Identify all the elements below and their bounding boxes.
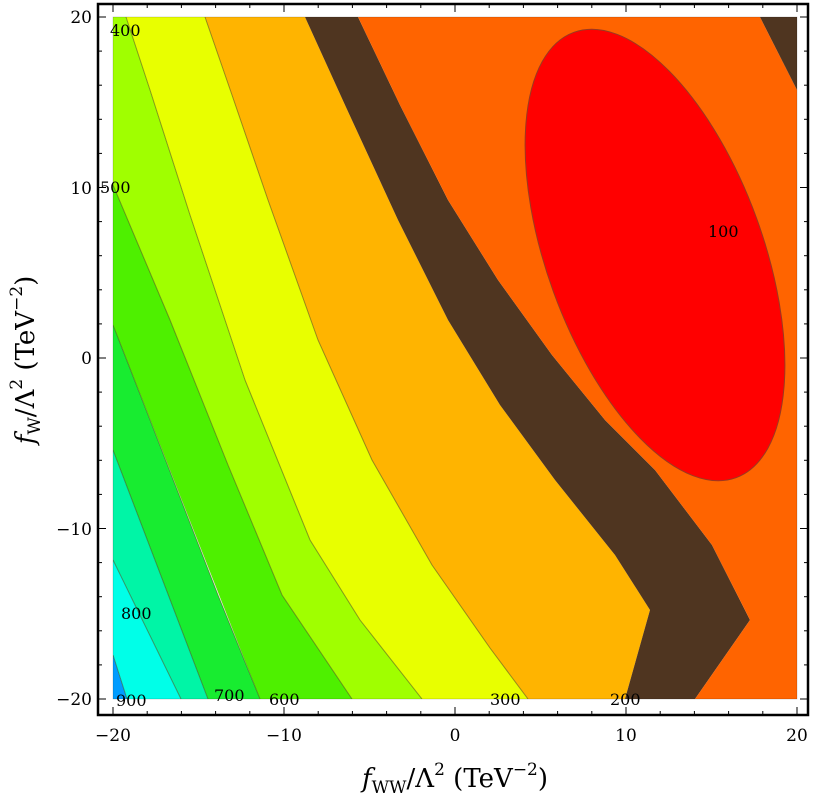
contour-line-800 [113, 559, 182, 699]
x-tick-label: 0 [450, 726, 461, 746]
y-tick-label: 0 [81, 349, 92, 369]
contour-label-700: 700 [214, 686, 245, 705]
x-axis-title-sub: WW [372, 778, 407, 798]
band-400-500 [113, 17, 422, 699]
contour-line-900 [113, 654, 128, 699]
contour-label-800: 800 [121, 604, 152, 623]
y-tick-labels: 20 10 0 −10 −20 [56, 8, 92, 710]
y-axis-title-units: (TeV [11, 310, 41, 379]
x-tick-label: −10 [266, 726, 302, 746]
band-500-600 [113, 185, 352, 699]
x-axis-title-sup: 2 [434, 760, 445, 780]
contour-label-500: 500 [100, 178, 131, 197]
contour-bands [113, 17, 797, 699]
contour-labels: 100 200 300 400 500 600 700 800 900 [100, 21, 739, 710]
x-axis-title-rest: /Λ [407, 764, 436, 794]
contour-label-100: 100 [708, 222, 739, 241]
x-tick-label: 20 [786, 726, 808, 746]
band-600-700 [113, 325, 260, 699]
y-axis-title-units-sup: −2 [7, 286, 27, 311]
y-axis-title: fW/Λ2 (TeV−2) [7, 276, 45, 447]
contour-line-600 [113, 324, 261, 699]
contour-line-500 [113, 184, 353, 699]
contour-label-400: 400 [110, 21, 141, 40]
x-axis-title-close: ) [538, 764, 548, 794]
contour-label-300: 300 [490, 690, 521, 709]
band-300-400 [126, 17, 528, 699]
y-axis-title-rest: /Λ [11, 388, 41, 417]
x-axis-title-units: (TeV [445, 764, 514, 794]
plot-frame [96, 2, 810, 717]
contour-line-300 [204, 17, 529, 699]
contour-line-700 [113, 449, 209, 699]
plot-area-border [112, 16, 798, 700]
y-axis-title-sub: W [25, 417, 45, 435]
band-below-100 [524, 28, 786, 482]
y-tick-label: −10 [56, 520, 92, 540]
contour-label-900: 900 [116, 691, 147, 710]
band-200-300 [205, 17, 650, 699]
contour-line-400 [125, 17, 423, 699]
contour-label-600: 600 [269, 690, 300, 709]
y-axis-title-close: ) [11, 276, 41, 286]
y-tick-label: 10 [70, 179, 92, 199]
x-tick-label: −20 [95, 726, 131, 746]
x-axis-title: fWW/Λ2 (TeV−2) [360, 760, 548, 798]
y-tick-label: 20 [70, 8, 92, 28]
band-corner-dark [760, 17, 797, 90]
y-tick-label: −20 [56, 690, 92, 710]
x-axis-title-units-sup: −2 [513, 760, 538, 780]
contour-label-200: 200 [610, 690, 641, 709]
band-contour-200 [305, 17, 750, 699]
contour-lines [113, 17, 529, 699]
axis-ticks [98, 4, 808, 715]
y-axis-title-sup: 2 [7, 379, 27, 390]
x-tick-label: 10 [615, 726, 637, 746]
x-tick-labels: −20 −10 0 10 20 [95, 726, 808, 746]
